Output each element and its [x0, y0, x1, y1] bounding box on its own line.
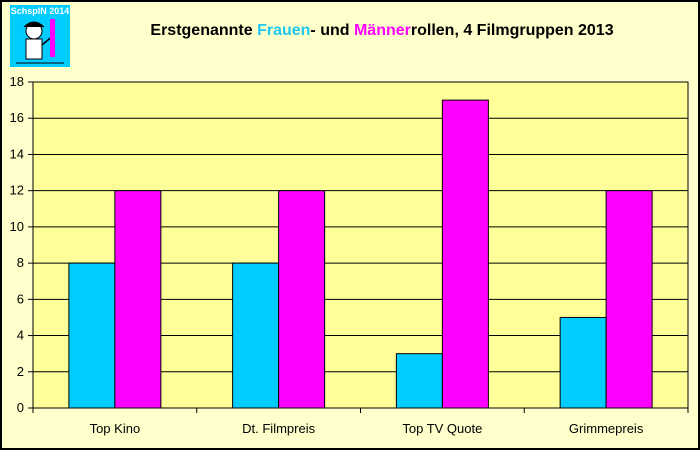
bar	[278, 190, 326, 409]
y-tick-label: 0	[17, 400, 24, 415]
title-part1: Erstgenannte	[150, 22, 258, 39]
bar	[68, 262, 116, 409]
bar	[605, 190, 653, 409]
title-maenner: Männer	[353, 22, 411, 39]
y-tick-label: 14	[10, 146, 24, 161]
y-tick-label: 6	[17, 291, 24, 306]
bar	[441, 99, 489, 409]
bar	[114, 190, 162, 409]
y-tick-label: 16	[10, 110, 24, 125]
y-tick-label: 10	[10, 219, 24, 234]
x-category-label: Top Kino	[90, 421, 141, 436]
x-category-label: Grimmepreis	[569, 421, 644, 436]
title-part3: rollen, 4 Filmgruppen 2013	[410, 22, 614, 39]
logo: SchspIN 2014	[10, 5, 70, 67]
chart-title: Erstgenannte Frauen- und Männerrollen, 4…	[82, 22, 682, 40]
y-tick-label: 2	[17, 364, 24, 379]
y-tick-label: 8	[17, 255, 24, 270]
logo-text: SchspIN 2014	[10, 6, 70, 16]
y-tick-label: 4	[17, 328, 24, 343]
title-part2: - und	[310, 22, 354, 39]
x-category-label: Dt. Filmpreis	[242, 421, 315, 436]
bar	[395, 353, 443, 409]
y-tick-label: 12	[10, 183, 24, 198]
logo-figure-icon	[16, 19, 64, 64]
bar	[232, 262, 280, 409]
x-category-label: Top TV Quote	[402, 421, 482, 436]
title-frauen: Frauen	[257, 22, 311, 39]
y-tick-label: 18	[10, 74, 24, 89]
bar	[559, 316, 607, 409]
